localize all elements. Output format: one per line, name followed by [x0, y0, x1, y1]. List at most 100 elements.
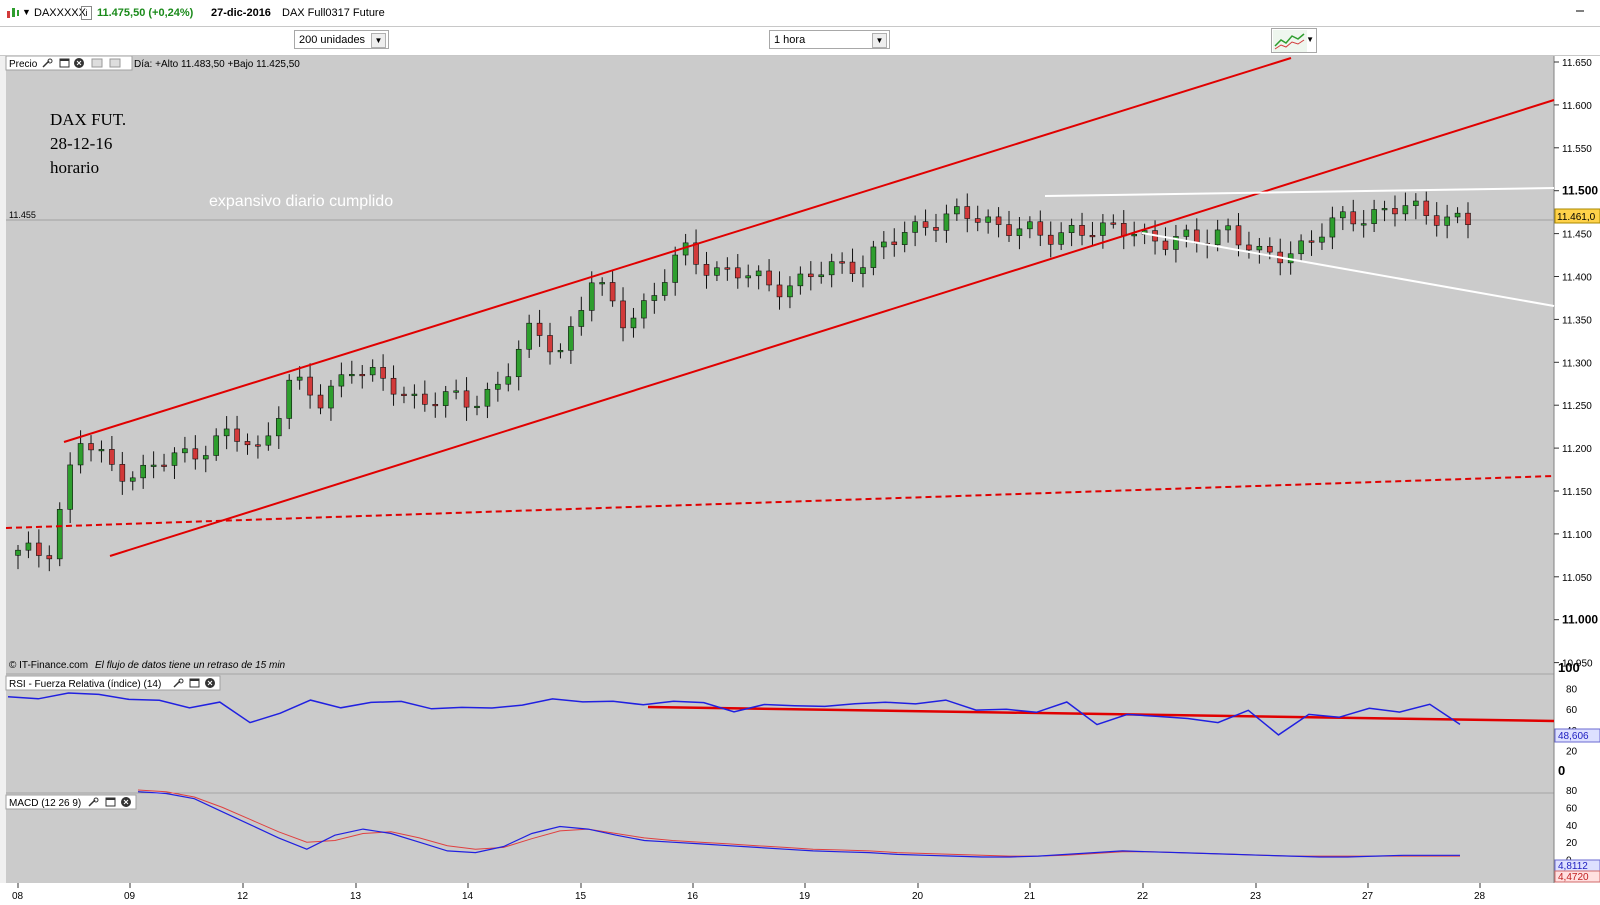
title-bar: ▼ DAXXXXX i 11.475,50 (+0,24%) 27-dic-20… — [0, 0, 1600, 27]
macd-axis-label: 80 — [1566, 786, 1578, 797]
window-icon[interactable] — [59, 58, 70, 68]
candle-bull — [223, 428, 230, 437]
candle-bear — [307, 376, 313, 396]
price-axis-label: 11.550 — [1562, 144, 1592, 155]
candle-bear — [46, 555, 53, 560]
candle-bear — [609, 282, 616, 302]
close-icon[interactable] — [74, 58, 84, 68]
candle-bull — [954, 206, 960, 215]
candle-bull — [1131, 233, 1137, 237]
candle-bear — [119, 464, 126, 482]
rsi-axis-label: 20 — [1566, 746, 1578, 757]
macd-line — [137, 791, 1460, 858]
chart-area[interactable]: 11.650 11.600 11.550 11.500 11.450 11.400 11.3… — [0, 56, 1600, 905]
candle-bull — [599, 282, 605, 285]
candle-bear — [922, 221, 929, 228]
candle-bull — [568, 326, 574, 351]
candle-bear — [36, 542, 42, 556]
candle-bear — [1246, 244, 1252, 251]
units-value: 200 unidades — [299, 34, 366, 46]
close-icon[interactable] — [205, 678, 215, 688]
price-axis-label: 11.650 — [1562, 58, 1592, 69]
candle-bear — [974, 218, 981, 223]
candle-bear — [1047, 234, 1054, 245]
y-axis-bg — [1554, 56, 1600, 883]
candle-bull — [912, 221, 918, 233]
x-axis-label: 19 — [799, 891, 811, 902]
candle-bull — [870, 246, 877, 268]
candle-bull — [1058, 232, 1064, 245]
undock-icon[interactable] — [91, 58, 103, 68]
candle-bear — [1392, 208, 1398, 215]
candle-bull — [661, 282, 668, 296]
price-axis-label: 11.300 — [1562, 358, 1592, 369]
chevron-down-icon[interactable]: ▼ — [872, 33, 887, 48]
candle-bear — [766, 270, 772, 286]
wrench-icon[interactable] — [88, 797, 99, 807]
candle-bear — [1465, 212, 1471, 225]
candle-bull — [1329, 217, 1336, 238]
chevron-down-icon[interactable]: ▼ — [1306, 35, 1314, 44]
dropdown-arrow-icon[interactable]: ▼ — [22, 7, 31, 17]
day-stats: Día: +Alto 11.483,50 +Bajo 11.425,50 — [134, 59, 300, 70]
instrument-symbol[interactable]: DAXXXXX — [34, 7, 86, 19]
instrument-description: DAX Full0317 Future — [282, 7, 385, 19]
candle-bull — [182, 448, 188, 454]
x-axis-label: 16 — [687, 891, 699, 902]
interval-select[interactable]: 1 hora ▼ — [769, 30, 890, 49]
window-icon[interactable] — [189, 678, 200, 688]
wrench-icon[interactable] — [42, 58, 53, 68]
price-axis-label: 11.350 — [1562, 315, 1592, 326]
candle-bull — [557, 350, 564, 353]
candles — [15, 191, 1471, 572]
macd-panel-label: MACD (12 26 9) — [9, 798, 81, 809]
candle-bear — [463, 390, 470, 408]
minimize-icon[interactable] — [1574, 6, 1586, 16]
candle-bull — [1016, 228, 1023, 236]
window-icon[interactable] — [105, 797, 116, 807]
signal-value-tag: 4,4720 — [1558, 872, 1589, 883]
interval-value: 1 hora — [774, 34, 806, 46]
last-price: 11.475,50 (+0,24%) — [97, 7, 194, 19]
candle-bear — [547, 335, 553, 353]
candle-bear — [244, 441, 251, 446]
x-axis-label: 23 — [1250, 891, 1262, 902]
candle-bear — [1079, 225, 1085, 236]
price-axis-label: 11.400 — [1562, 273, 1592, 284]
candle-bull — [328, 385, 334, 409]
chart-type-icon[interactable] — [6, 7, 20, 19]
annotation-note: expansivo diario cumplido — [209, 193, 393, 210]
price-panel-bg — [6, 56, 1554, 673]
candle-bull — [98, 449, 105, 452]
macd-value-tag: 4,8112 — [1558, 861, 1588, 872]
wrench-icon[interactable] — [173, 678, 184, 688]
candle-bear — [964, 206, 971, 219]
rsi-panel-bg — [6, 675, 1554, 792]
candle-bear — [1235, 225, 1242, 246]
candle-bear — [1266, 245, 1273, 253]
candle-bear — [1037, 221, 1044, 236]
candle-bull — [202, 455, 209, 460]
x-axis-label: 15 — [575, 891, 587, 902]
candle-bull — [1068, 225, 1075, 233]
chart-style-button[interactable]: ▼ — [1271, 28, 1317, 53]
x-axis: 08 09 12 13 14 15 16 19 20 21 22 23 27 28 — [12, 883, 1486, 902]
settings-icon[interactable] — [109, 58, 121, 68]
macd-axis-label: 60 — [1566, 803, 1578, 814]
x-axis-label: 09 — [124, 891, 136, 902]
candle-bear — [422, 393, 428, 405]
candle-bull — [515, 348, 522, 378]
rsi-axis-label: 60 — [1566, 705, 1578, 716]
candle-bear — [109, 449, 115, 465]
units-select[interactable]: 200 unidades ▼ — [294, 30, 389, 49]
info-icon[interactable]: i — [81, 6, 92, 20]
candle-bear — [1423, 200, 1430, 216]
candle-bull — [828, 261, 835, 276]
candle-bear — [1193, 229, 1200, 244]
candle-bull — [129, 477, 136, 482]
candle-bull — [1173, 236, 1179, 250]
trend-channel-upper — [63, 57, 1292, 443]
chevron-down-icon[interactable]: ▼ — [371, 33, 386, 48]
candle-bull — [641, 300, 647, 319]
close-icon[interactable] — [121, 797, 131, 807]
